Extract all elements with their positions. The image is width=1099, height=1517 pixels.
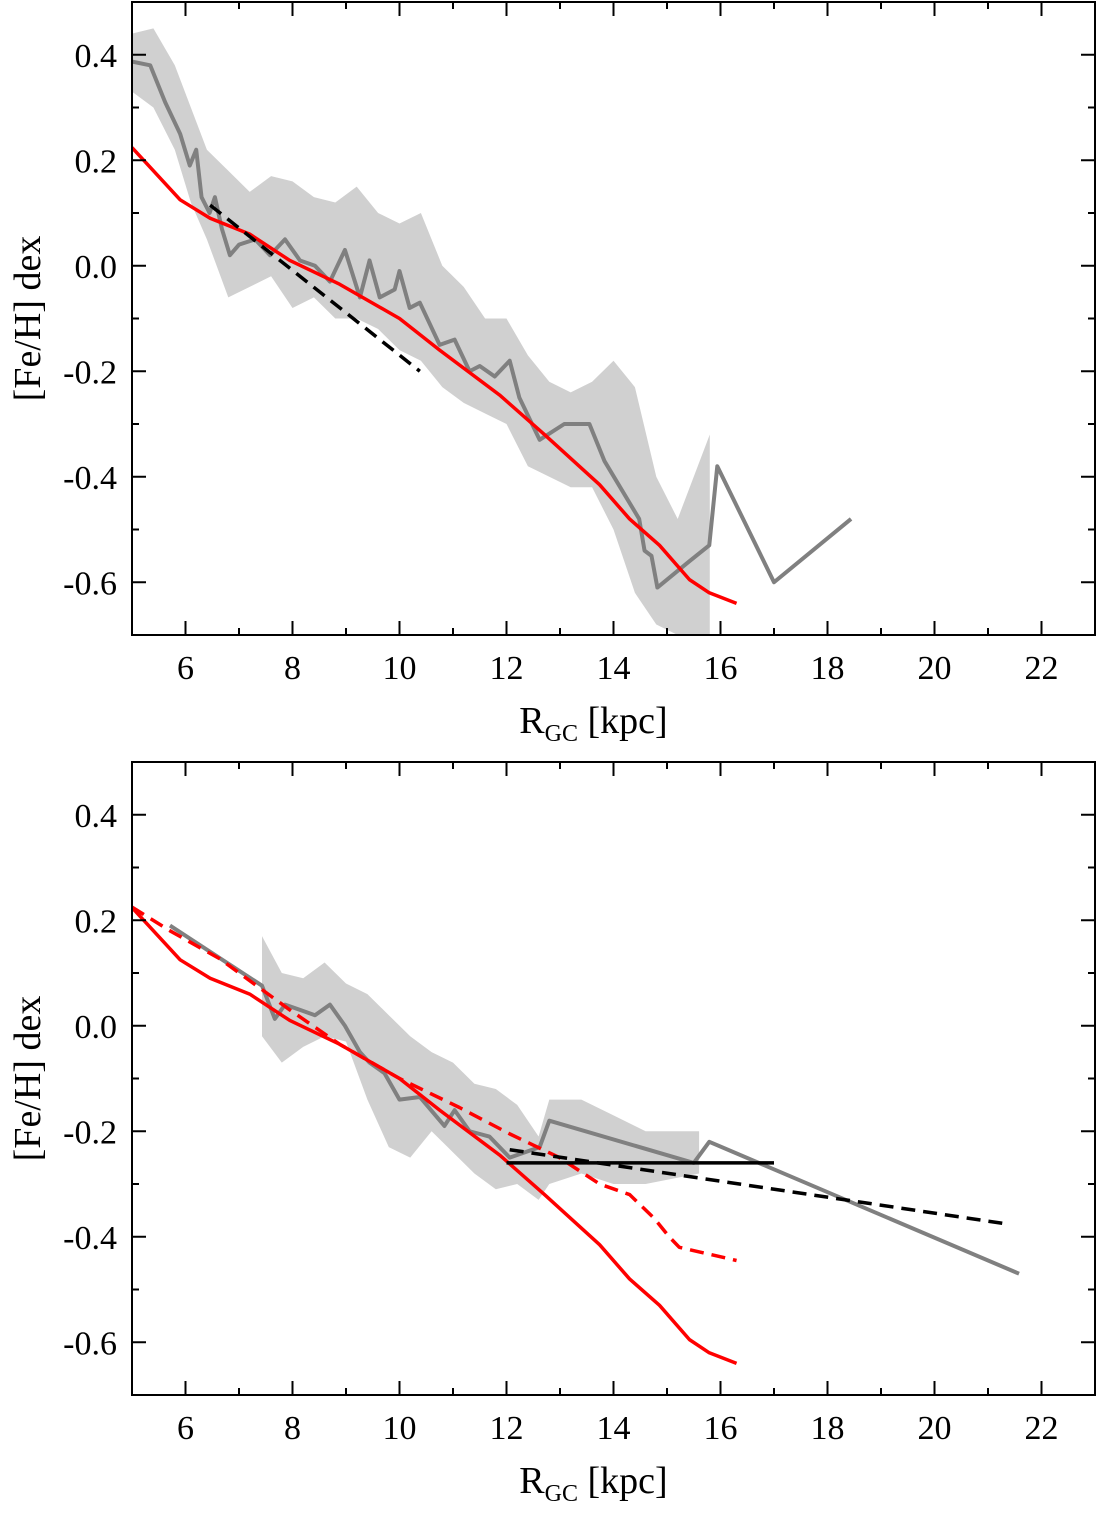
x-tick-label: 8 [284, 1410, 301, 1447]
line [132, 905, 737, 1263]
x-tick-label: 20 [918, 1410, 952, 1447]
y-tick-label: 0.2 [75, 903, 118, 940]
x-tick-label: 6 [177, 650, 194, 687]
y-tick-label: 0.4 [75, 38, 118, 75]
y-axis-title: [Fe/H] dex [7, 236, 49, 402]
x-tick-label: 14 [597, 650, 631, 687]
x-tick-label: 12 [490, 650, 524, 687]
x-axis-title-sub: GC [545, 721, 578, 747]
y-tick-label: -0.6 [63, 1325, 117, 1362]
panel: 6 8 10 12 14 16 18 20 22 -0.6 -0.4 -0.2 0.0 0.2 0.4 [Fe… [7, 1, 1096, 747]
axes-frame [131, 761, 1096, 1396]
x-tick-label: 6 [177, 1410, 194, 1447]
line [168, 923, 1020, 1276]
x-tick-label: 18 [811, 650, 845, 687]
x-axis-title-sub: GC [545, 1481, 578, 1507]
y-tick-label: -0.4 [63, 460, 117, 497]
x-tick-label: 16 [704, 650, 738, 687]
y-tick-label: 0.0 [75, 1009, 118, 1046]
x-axis-title-unit: [kpc] [578, 1460, 668, 1502]
y-tick-label: -0.6 [63, 565, 117, 602]
x-axis-title: RGC [kpc] [519, 1460, 667, 1507]
y-axis-title: [Fe/H] dex [7, 996, 49, 1162]
x-axis-title: RGC [kpc] [519, 700, 667, 747]
x-tick-label: 22 [1025, 650, 1059, 687]
line [209, 203, 421, 373]
y-tick-label: 0.0 [75, 249, 118, 286]
x-tick-label: 14 [597, 1410, 631, 1447]
x-axis-title-main: R [519, 700, 545, 742]
line [132, 146, 738, 605]
plot-area [132, 28, 853, 635]
scatter-band [262, 936, 700, 1200]
x-tick-label: 12 [490, 1410, 524, 1447]
x-tick-label: 22 [1025, 1410, 1059, 1447]
x-tick-label: 10 [383, 1410, 417, 1447]
x-tick-label: 18 [811, 1410, 845, 1447]
y-tick-label: -0.2 [63, 354, 117, 391]
x-tick-label: 10 [383, 650, 417, 687]
x-axis-title-unit: [kpc] [578, 700, 668, 742]
y-tick-label: 0.4 [75, 798, 118, 835]
y-tick-label: 0.2 [75, 143, 118, 180]
x-tick-label: 8 [284, 650, 301, 687]
y-tick-label: -0.2 [63, 1114, 117, 1151]
axes-frame [131, 1, 1096, 636]
line [132, 906, 738, 1365]
scatter-band [132, 28, 710, 635]
x-axis-title-main: R [519, 1460, 545, 1502]
panel: 6 8 10 12 14 16 18 20 22 -0.6 -0.4 -0.2 0.0 0.2 0.4 [Fe… [7, 761, 1096, 1507]
line [509, 1147, 1005, 1226]
x-tick-label: 16 [704, 1410, 738, 1447]
y-tick-label: -0.4 [63, 1220, 117, 1257]
x-tick-label: 20 [918, 650, 952, 687]
plot-area [132, 905, 1020, 1365]
